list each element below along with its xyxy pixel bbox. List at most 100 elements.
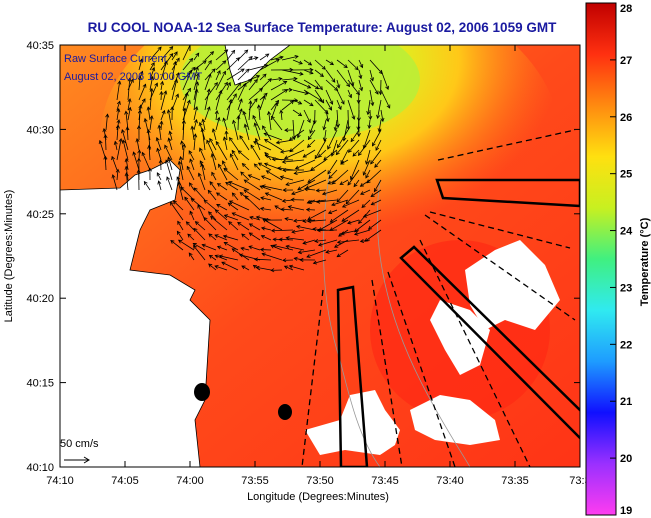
current-vector — [160, 90, 167, 111]
current-vector-head — [370, 77, 375, 82]
current-vector-head — [325, 249, 330, 254]
current-vector — [347, 69, 354, 86]
current-vector-head — [293, 171, 298, 176]
current-vector — [160, 121, 163, 131]
current-vector-head — [189, 57, 194, 62]
current-vector-head — [215, 192, 221, 197]
current-vector-head — [132, 151, 137, 156]
current-vector — [336, 79, 340, 88]
current-vector — [347, 169, 360, 186]
current-vector — [165, 160, 173, 181]
current-vector — [292, 59, 303, 65]
current-vector-head — [222, 136, 227, 141]
current-vector-head — [168, 130, 173, 135]
current-vector-head — [177, 181, 182, 186]
current-vector — [303, 59, 312, 66]
current-vector-head — [289, 148, 294, 153]
current-vector-head — [296, 134, 301, 139]
current-vector-head — [333, 127, 338, 132]
current-vector — [231, 150, 239, 161]
current-vector-head — [194, 105, 199, 111]
current-vector-head — [139, 58, 144, 63]
current-vector — [248, 174, 261, 181]
current-vector-head — [339, 181, 344, 185]
colorbar — [585, 2, 617, 516]
current-vector-head — [151, 66, 156, 72]
current-vector — [226, 82, 231, 91]
current-vector-head — [116, 100, 121, 105]
current-vector-head — [341, 203, 347, 208]
current-vector-head — [201, 243, 206, 248]
current-vector-head — [272, 237, 277, 242]
current-vector — [242, 163, 250, 171]
current-vector-head — [302, 240, 307, 245]
current-vector-head — [215, 140, 220, 146]
current-vector-head — [314, 238, 319, 244]
current-vector — [156, 137, 162, 151]
current-vector — [380, 109, 384, 122]
scale-arrowhead — [83, 456, 90, 464]
x-tick-label: 73:45 — [371, 475, 399, 487]
current-vector-head — [163, 60, 168, 65]
current-vector-head — [214, 254, 219, 259]
current-vector — [204, 106, 210, 121]
current-vector — [260, 185, 272, 191]
chart-title: RU COOL NOAA-12 Sea Surface Temperature:… — [88, 20, 557, 35]
current-vector-head — [214, 82, 218, 87]
current-vector-head — [189, 158, 194, 163]
current-vector-head — [307, 61, 313, 66]
current-vector-head — [253, 98, 258, 103]
current-vector-head — [244, 195, 249, 200]
current-vector-head — [354, 228, 359, 233]
current-vector — [308, 129, 316, 140]
current-vector — [307, 169, 327, 183]
colorbar-tick-label: 27 — [620, 55, 632, 67]
current-vector — [221, 261, 239, 271]
current-vector-head — [285, 244, 290, 249]
current-vector — [261, 227, 272, 231]
current-vector — [260, 208, 272, 211]
current-vector-head — [238, 253, 244, 258]
current-vector — [343, 119, 349, 141]
current-vector — [250, 144, 261, 161]
current-vector — [373, 179, 382, 192]
current-vector-head — [181, 119, 186, 124]
current-vector — [323, 119, 327, 130]
current-vector — [336, 99, 342, 110]
current-vector — [193, 73, 199, 91]
current-vector — [322, 189, 338, 195]
current-vector-head — [209, 137, 213, 143]
current-vector-head — [359, 182, 364, 187]
current-vector — [193, 228, 206, 241]
current-vector-head — [298, 100, 303, 105]
current-vector-head — [240, 68, 245, 73]
current-vector-head — [193, 244, 197, 250]
current-vector-head — [256, 104, 261, 109]
current-vector — [371, 199, 382, 206]
current-vector-head — [175, 93, 180, 98]
current-vector — [303, 149, 316, 158]
current-vector — [240, 171, 250, 181]
current-vector-head — [309, 129, 314, 134]
current-vector-head — [124, 172, 129, 177]
current-vector-head — [329, 61, 335, 66]
current-vector-head — [290, 197, 295, 202]
current-vector — [114, 141, 118, 151]
current-vector-head — [346, 126, 351, 131]
current-vector — [313, 259, 327, 264]
current-vector — [327, 159, 338, 175]
current-vector-head — [223, 167, 228, 172]
current-vector-head — [346, 82, 351, 88]
current-vector-head — [309, 70, 314, 75]
current-vector — [182, 58, 193, 71]
current-vector-head — [188, 182, 193, 187]
current-vector — [243, 189, 261, 201]
current-vector — [264, 133, 283, 141]
current-vector — [347, 59, 359, 70]
colorbar-tick-label: 25 — [620, 169, 632, 181]
current-vector — [223, 235, 239, 241]
current-vector — [292, 119, 295, 140]
current-vector — [307, 139, 316, 148]
current-vector — [182, 120, 185, 141]
current-vector-head — [141, 98, 146, 103]
